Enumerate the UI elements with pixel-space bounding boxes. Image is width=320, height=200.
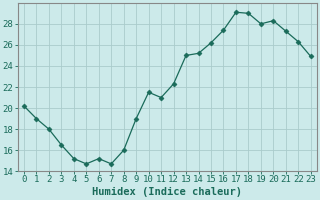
X-axis label: Humidex (Indice chaleur): Humidex (Indice chaleur) (92, 187, 242, 197)
